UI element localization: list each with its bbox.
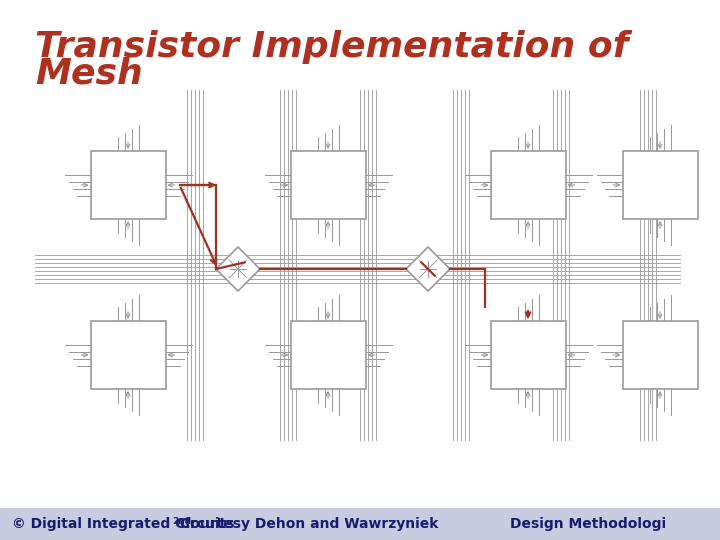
Bar <box>290 321 366 389</box>
Polygon shape <box>406 247 450 291</box>
Bar <box>290 151 366 219</box>
Text: Design Methodologi: Design Methodologi <box>510 517 666 531</box>
Bar <box>91 321 166 389</box>
Bar <box>0 508 720 540</box>
Text: 2nd: 2nd <box>172 516 191 525</box>
Polygon shape <box>216 247 260 291</box>
Text: Transistor Implementation of: Transistor Implementation of <box>35 30 629 64</box>
Bar <box>623 321 698 389</box>
Bar <box>490 151 565 219</box>
Bar <box>623 151 698 219</box>
Text: Courtesy Dehon and Wawrzyniek: Courtesy Dehon and Wawrzyniek <box>180 517 438 531</box>
Bar <box>91 151 166 219</box>
Bar <box>490 321 565 389</box>
Text: Mesh: Mesh <box>35 57 143 91</box>
Text: © Digital Integrated Circuits: © Digital Integrated Circuits <box>12 517 235 531</box>
